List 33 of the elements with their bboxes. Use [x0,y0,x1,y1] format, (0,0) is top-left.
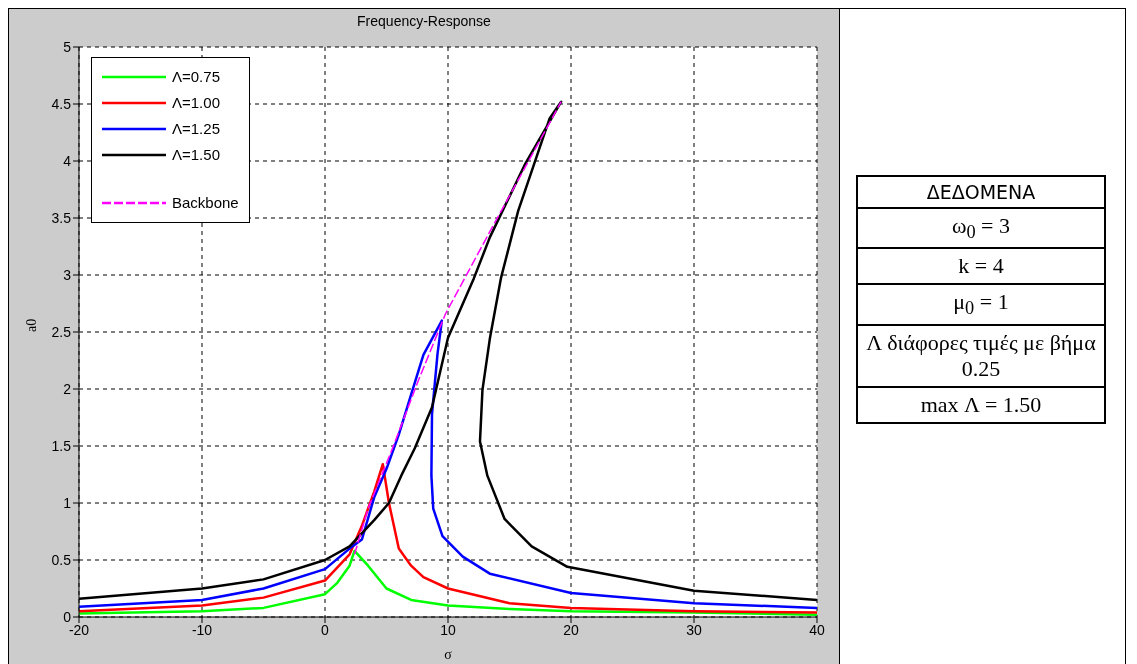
legend-label: Λ=1.25 [172,119,220,139]
text: μ$_{0}$ = 1 [857,284,1105,325]
text: ΔΕΔΟΜΕΝΑ [857,176,1105,208]
text: ω$_{0}$ = 3 [857,208,1105,249]
line-series [353,100,562,556]
legend-label: Λ=1.00 [172,93,220,113]
legend-label: Λ=1.50 [172,145,220,165]
y-tick-label: 1.5 [51,437,72,454]
x-tick-label: -10 [191,621,213,638]
y-tick-label: 5 [63,38,72,55]
y-tick-label: 4.5 [51,95,72,112]
y-tick-label: 0.5 [51,551,72,568]
y-tick-label: 2.5 [51,323,72,340]
x-tick-label: 20 [563,621,579,638]
y-tick-label: 4 [63,152,72,169]
x-tick-label: 10 [440,621,456,638]
y-tick-label: 3.5 [51,209,72,226]
x-tick-label: 40 [809,621,825,638]
chart-title: Frequency-Response [356,13,492,29]
y-tick-label: 1 [63,494,72,511]
y-tick-label: 3 [63,266,72,283]
line-series [79,319,817,610]
x-tick-label: 0 [321,621,330,638]
x-tick-label: 30 [686,621,702,638]
y-tick-label: 2 [63,380,72,397]
text: Λ διάφορες τιμές με βήμα 0.25 [857,324,1105,387]
y-axis-title: a0 [23,318,39,332]
text: k = 4 [857,248,1105,285]
x-axis-title: σ [444,647,453,662]
line-series [79,462,817,614]
legend-label: Λ=0.75 [172,67,220,87]
legend-label: Backbone [172,193,239,213]
text: max Λ = 1.50 [857,386,1105,423]
